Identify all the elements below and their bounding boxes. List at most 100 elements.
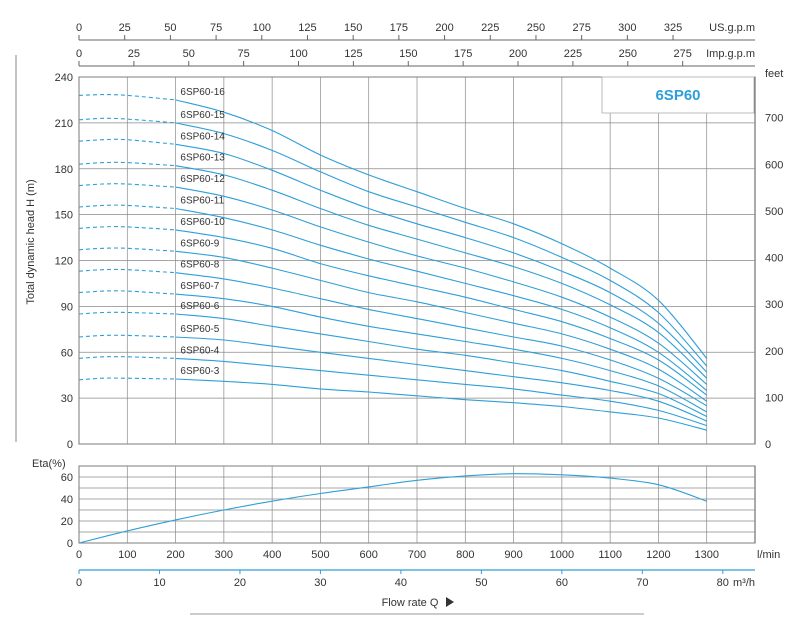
head-y-tick-label: 0	[67, 439, 73, 451]
eta-y-axis-label: Eta(%)	[32, 458, 66, 470]
head-y-tick-label: 60	[61, 347, 73, 359]
bottom-axis-tick-label: 70	[636, 577, 648, 589]
head-curve-dashed	[78, 247, 176, 252]
head-curve-label: 6SP60-12	[180, 174, 225, 185]
title-box	[601, 76, 755, 114]
head-curve	[175, 250, 708, 402]
head-curve	[175, 336, 707, 422]
top-axis-tick-label: 50	[164, 22, 176, 34]
eta-x-tick-label: 1000	[550, 549, 574, 561]
head-curve-dashed	[78, 94, 176, 101]
head-right-tick-label: 500	[765, 206, 783, 218]
top-axis-tick-label: 150	[344, 22, 362, 34]
top-axis-tick-label: 175	[454, 48, 472, 60]
eta-x-tick-label: 800	[456, 549, 474, 561]
bottom-axis-tick-label: 50	[475, 577, 487, 589]
eta-x-unit-label: l/min	[757, 549, 780, 561]
head-curve-label: 6SP60-13	[180, 153, 225, 164]
eta-y-tick-label: 20	[61, 516, 73, 528]
head-curve-dashed	[78, 138, 176, 145]
top-axis-tick-label: 125	[298, 22, 316, 34]
eta-y-tick-label: 0	[67, 538, 73, 550]
eta-x-tick-label: 100	[118, 549, 136, 561]
head-curve-dashed	[78, 226, 176, 231]
head-curve-label: 6SP60-15	[180, 110, 225, 121]
head-curve-dashed	[78, 290, 176, 295]
top-axis-tick-label: 75	[238, 48, 250, 60]
eta-y-tick-label: 60	[61, 472, 73, 484]
top-axis-tick-label: 100	[253, 22, 271, 34]
head-curve-dashed	[78, 183, 176, 188]
chart-title: 6SP60	[655, 87, 700, 104]
head-curve	[175, 186, 708, 385]
head-right-tick-label: 100	[765, 392, 783, 404]
head-curve-dashed	[78, 377, 176, 381]
flow-rate-arrow-icon	[446, 597, 454, 607]
eta-x-tick-label: 900	[504, 549, 522, 561]
head-right-axis-label: feet	[765, 68, 783, 80]
head-curve-label: 6SP60-10	[180, 217, 225, 228]
head-right-tick-label: 400	[765, 253, 783, 265]
head-curve-label: 6SP60-7	[180, 281, 219, 292]
head-curve	[175, 293, 707, 413]
bottom-axis-tick-label: 80	[717, 577, 729, 589]
bottom-axis-tick-label: 0	[76, 577, 82, 589]
head-right-tick-label: 300	[765, 299, 783, 311]
head-curve	[175, 272, 707, 407]
head-y-axis-label: Total dynamic head H (m)	[25, 179, 37, 304]
head-curve-label: 6SP60-4	[180, 345, 219, 356]
bottom-axis-unit-label: m³/h	[733, 577, 755, 589]
head-curve	[175, 143, 708, 373]
head-y-tick-label: 180	[55, 164, 73, 176]
head-curve-dashed	[78, 334, 176, 338]
head-right-tick-label: 0	[765, 439, 771, 451]
head-curve-label: 6SP60-5	[180, 324, 219, 335]
head-curve-label: 6SP60-3	[180, 366, 219, 377]
head-right-tick-label: 600	[765, 159, 783, 171]
eta-x-tick-label: 1200	[646, 549, 670, 561]
head-curve-label: 6SP60-9	[180, 238, 219, 249]
top-axis-tick-label: 50	[183, 48, 195, 60]
flow-rate-label: Flow rate Q	[382, 597, 439, 609]
head-curve	[175, 207, 708, 391]
eta-x-tick-label: 1300	[694, 549, 718, 561]
head-y-tick-label: 120	[55, 256, 73, 268]
eta-x-tick-label: 600	[360, 549, 378, 561]
bottom-axis-tick-label: 10	[153, 577, 165, 589]
head-curve-dashed	[78, 117, 176, 124]
head-curve	[175, 165, 708, 379]
bottom-axis-tick-label: 30	[314, 577, 326, 589]
top-axis-tick-label: 25	[128, 48, 140, 60]
top-axis-tick-label: 175	[390, 22, 408, 34]
head-curve-dashed	[78, 356, 176, 359]
top-axis-tick-label: 100	[289, 48, 307, 60]
eta-x-tick-label: 0	[76, 549, 82, 561]
top-axis-tick-label: 225	[481, 22, 499, 34]
head-curve-dashed	[78, 161, 176, 167]
head-curve	[175, 99, 708, 359]
head-y-tick-label: 30	[61, 393, 73, 405]
top-axis-tick-label: 200	[435, 22, 453, 34]
head-right-tick-label: 700	[765, 113, 783, 125]
head-curve	[175, 378, 707, 431]
bottom-axis-tick-label: 20	[234, 577, 246, 589]
head-curve	[175, 357, 707, 427]
head-curve	[175, 313, 707, 417]
top-axis-tick-label: 150	[399, 48, 417, 60]
head-curve-label: 6SP60-14	[180, 131, 225, 142]
top-axis-tick-label: 250	[619, 48, 637, 60]
head-curve-label: 6SP60-11	[180, 196, 224, 207]
head-curve	[175, 229, 708, 396]
eta-curve	[78, 473, 707, 544]
head-curve-label: 6SP60-8	[180, 260, 219, 271]
top-axis-tick-label: 275	[572, 22, 590, 34]
top-axis-tick-label: 75	[210, 22, 222, 34]
head-curve-dashed	[78, 311, 176, 315]
eta-x-tick-label: 200	[166, 549, 184, 561]
top-axis-tick-label: 25	[119, 22, 131, 34]
top-axis-tick-label: 300	[618, 22, 636, 34]
head-right-tick-label: 200	[765, 346, 783, 358]
top-axis-tick-label: 250	[527, 22, 545, 34]
bottom-axis-tick-label: 60	[556, 577, 568, 589]
